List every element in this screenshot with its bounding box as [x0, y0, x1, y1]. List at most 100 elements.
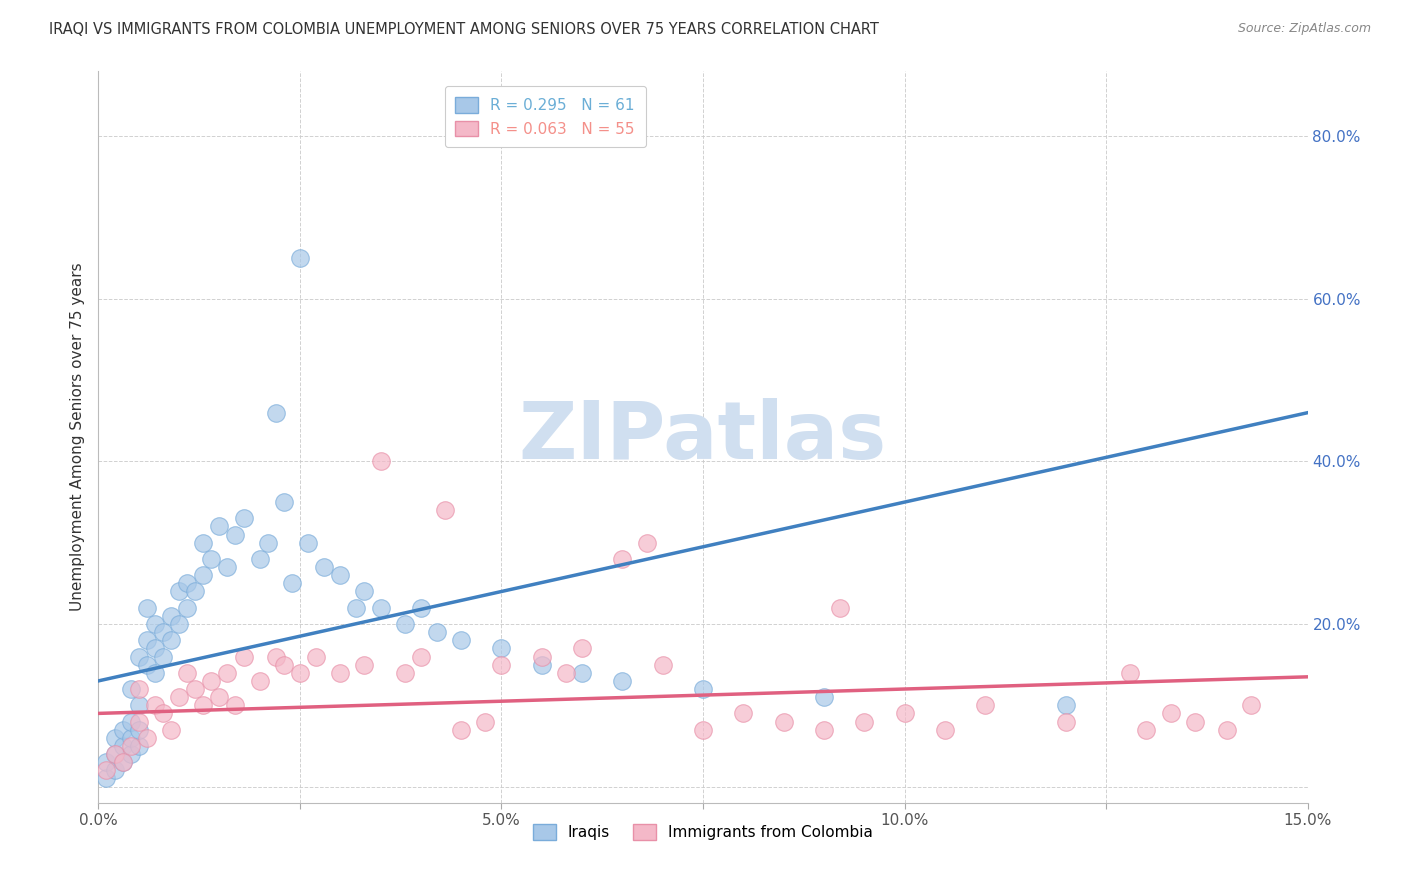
Point: [974, 698, 997, 713]
Point: [143, 665, 166, 680]
Point: [636, 535, 658, 549]
Point: [135, 731, 157, 745]
Point: [120, 739, 142, 753]
Point: [394, 665, 416, 680]
Point: [571, 641, 593, 656]
Point: [530, 657, 553, 672]
Point: [491, 641, 513, 656]
Point: [120, 714, 142, 729]
Point: [264, 649, 287, 664]
Point: [103, 731, 125, 745]
Point: [305, 649, 328, 664]
Point: [120, 731, 142, 745]
Point: [152, 706, 174, 721]
Point: [555, 665, 578, 680]
Point: [224, 698, 246, 713]
Point: [394, 617, 416, 632]
Point: [135, 633, 157, 648]
Point: [152, 649, 174, 664]
Point: [128, 649, 150, 664]
Point: [135, 600, 157, 615]
Point: [103, 747, 125, 761]
Point: [224, 527, 246, 541]
Point: [297, 535, 319, 549]
Point: [329, 665, 352, 680]
Point: [828, 600, 851, 615]
Point: [733, 706, 755, 721]
Point: [96, 772, 118, 786]
Point: [314, 560, 336, 574]
Point: [193, 535, 215, 549]
Point: [264, 406, 287, 420]
Point: [128, 698, 150, 713]
Point: [571, 665, 593, 680]
Point: [249, 552, 271, 566]
Point: [450, 633, 472, 648]
Point: [128, 723, 150, 737]
Point: [143, 617, 166, 632]
Point: [651, 657, 673, 672]
Point: [193, 568, 215, 582]
Point: [143, 641, 166, 656]
Point: [232, 511, 254, 525]
Point: [434, 503, 457, 517]
Point: [249, 673, 271, 688]
Point: [934, 723, 956, 737]
Point: [1119, 665, 1142, 680]
Point: [612, 673, 634, 688]
Point: [167, 690, 190, 705]
Point: [167, 584, 190, 599]
Point: [111, 755, 134, 769]
Point: [200, 552, 222, 566]
Point: [426, 625, 449, 640]
Point: [96, 764, 118, 778]
Point: [120, 681, 142, 696]
Point: [370, 600, 392, 615]
Point: [288, 252, 311, 266]
Point: [256, 535, 278, 549]
Point: [167, 617, 190, 632]
Point: [353, 657, 375, 672]
Legend: Iraqis, Immigrants from Colombia: Iraqis, Immigrants from Colombia: [527, 818, 879, 847]
Point: [135, 657, 157, 672]
Point: [152, 625, 174, 640]
Point: [370, 454, 392, 468]
Point: [160, 633, 183, 648]
Point: [160, 723, 183, 737]
Point: [160, 608, 183, 623]
Point: [217, 665, 239, 680]
Point: [103, 747, 125, 761]
Point: [111, 755, 134, 769]
Point: [111, 739, 134, 753]
Point: [1184, 714, 1206, 729]
Y-axis label: Unemployment Among Seniors over 75 years: Unemployment Among Seniors over 75 years: [70, 263, 86, 611]
Point: [176, 576, 198, 591]
Point: [208, 519, 231, 533]
Point: [217, 560, 239, 574]
Point: [474, 714, 496, 729]
Point: [1160, 706, 1182, 721]
Point: [103, 764, 125, 778]
Point: [692, 723, 714, 737]
Point: [120, 747, 142, 761]
Point: [329, 568, 352, 582]
Point: [232, 649, 254, 664]
Point: [128, 681, 150, 696]
Point: [409, 600, 432, 615]
Point: [344, 600, 367, 615]
Text: IRAQI VS IMMIGRANTS FROM COLOMBIA UNEMPLOYMENT AMONG SENIORS OVER 75 YEARS CORRE: IRAQI VS IMMIGRANTS FROM COLOMBIA UNEMPL…: [49, 22, 879, 37]
Point: [450, 723, 472, 737]
Point: [288, 665, 311, 680]
Point: [1216, 723, 1239, 737]
Point: [281, 576, 304, 591]
Point: [530, 649, 553, 664]
Text: Source: ZipAtlas.com: Source: ZipAtlas.com: [1237, 22, 1371, 36]
Text: ZIPatlas: ZIPatlas: [519, 398, 887, 476]
Point: [176, 665, 198, 680]
Point: [813, 723, 835, 737]
Point: [353, 584, 375, 599]
Point: [111, 723, 134, 737]
Point: [193, 698, 215, 713]
Point: [1054, 698, 1077, 713]
Point: [692, 681, 714, 696]
